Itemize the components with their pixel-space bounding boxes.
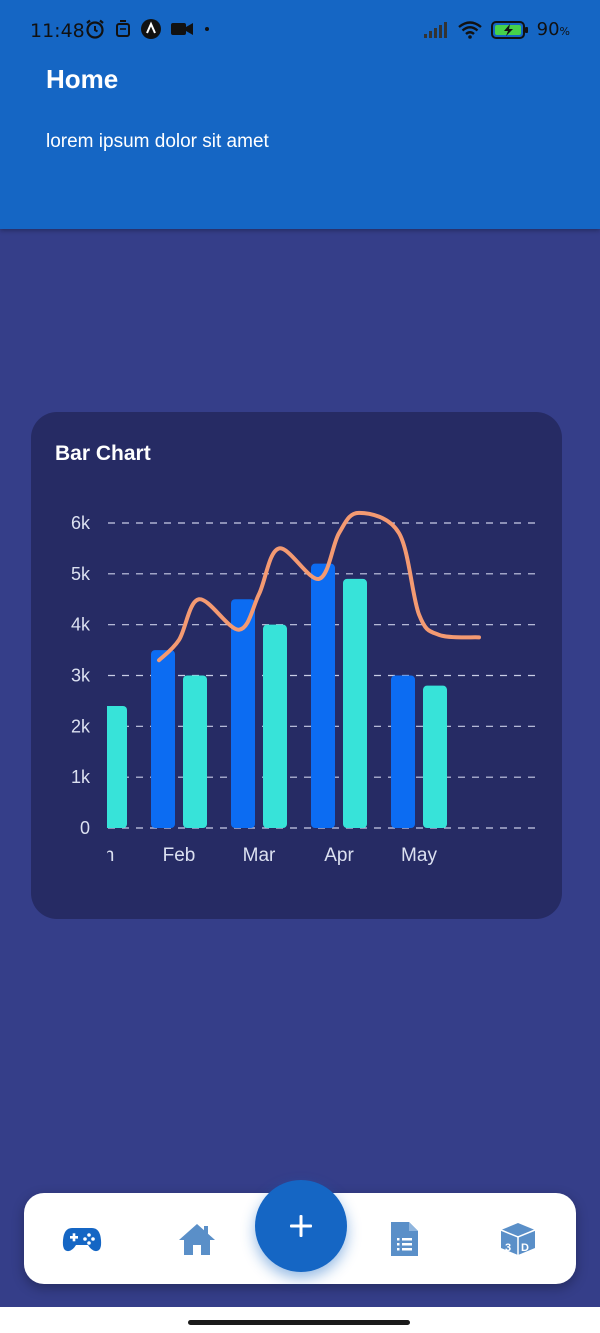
video-icon bbox=[171, 23, 193, 35]
bar-mar-series-2 bbox=[263, 624, 287, 828]
battery-charging-icon bbox=[490, 20, 528, 39]
bar-jan-series-2 bbox=[107, 706, 127, 828]
battery-level: 90% bbox=[536, 19, 570, 40]
add-button[interactable] bbox=[255, 1180, 347, 1272]
svg-text:3: 3 bbox=[505, 1242, 511, 1254]
notification-icon bbox=[116, 20, 130, 37]
home-indicator[interactable] bbox=[188, 1320, 410, 1325]
wifi-icon bbox=[457, 20, 482, 39]
status-icons-right: 90% bbox=[423, 19, 570, 40]
bar-apr-series-2 bbox=[343, 578, 367, 828]
bar-chart: 0 1k 2k 3k 4k 5k 6k Jan Feb Mar Apr May bbox=[71, 510, 538, 866]
y-tick-label: 1k bbox=[71, 767, 91, 787]
nav-item-documents[interactable] bbox=[384, 1219, 424, 1259]
x-tick-label: Jan bbox=[84, 845, 115, 866]
chart-card: Bar Chart 0 1k 2k 3k 4k 5k 6k Jan Feb Mar Apr May bbox=[31, 412, 562, 919]
chart-card-title: Bar Chart bbox=[55, 442, 151, 465]
nav-item-3d[interactable]: 3 D bbox=[498, 1219, 538, 1259]
plus-icon bbox=[290, 1215, 312, 1237]
y-tick-label: 5k bbox=[71, 564, 91, 584]
bar-may-series-1 bbox=[391, 675, 415, 828]
bar-mar-series-1 bbox=[231, 599, 255, 828]
x-tick-label: Feb bbox=[163, 845, 196, 866]
x-tick-label: May bbox=[401, 845, 437, 866]
y-tick-label: 6k bbox=[71, 513, 91, 533]
trend-line bbox=[157, 510, 481, 663]
bar-may-series-2 bbox=[423, 685, 447, 828]
app-header: 11:48 bbox=[0, 0, 600, 229]
bar-feb-series-2 bbox=[183, 675, 207, 828]
y-tick-label: 0 bbox=[80, 818, 90, 838]
nav-item-games[interactable] bbox=[62, 1219, 102, 1259]
nav-item-home[interactable] bbox=[177, 1219, 217, 1259]
alarm-icon bbox=[86, 19, 104, 39]
x-tick-label: Mar bbox=[243, 845, 276, 866]
signal-icon bbox=[423, 21, 447, 38]
y-tick-label: 3k bbox=[71, 666, 91, 686]
gamepad-icon bbox=[62, 1228, 102, 1252]
dot-icon bbox=[205, 27, 209, 31]
status-time: 11:48 bbox=[30, 20, 85, 42]
bar-feb-series-1 bbox=[151, 650, 175, 828]
page-title: Home bbox=[46, 64, 119, 94]
status-bar: 11:48 bbox=[0, 0, 600, 62]
svg-text:D: D bbox=[521, 1242, 529, 1254]
page-subtitle: lorem ipsum dolor sit amet bbox=[46, 131, 269, 152]
x-tick-label: Apr bbox=[324, 845, 354, 866]
home-icon bbox=[179, 1224, 215, 1255]
y-tick-label: 2k bbox=[71, 716, 91, 736]
bar-apr-series-1 bbox=[311, 563, 335, 828]
cube-3d-icon: 3 D bbox=[500, 1223, 536, 1255]
y-tick-label: 4k bbox=[71, 615, 91, 635]
document-icon bbox=[391, 1222, 418, 1256]
status-icons-left bbox=[84, 18, 212, 40]
app-icon bbox=[141, 19, 161, 39]
